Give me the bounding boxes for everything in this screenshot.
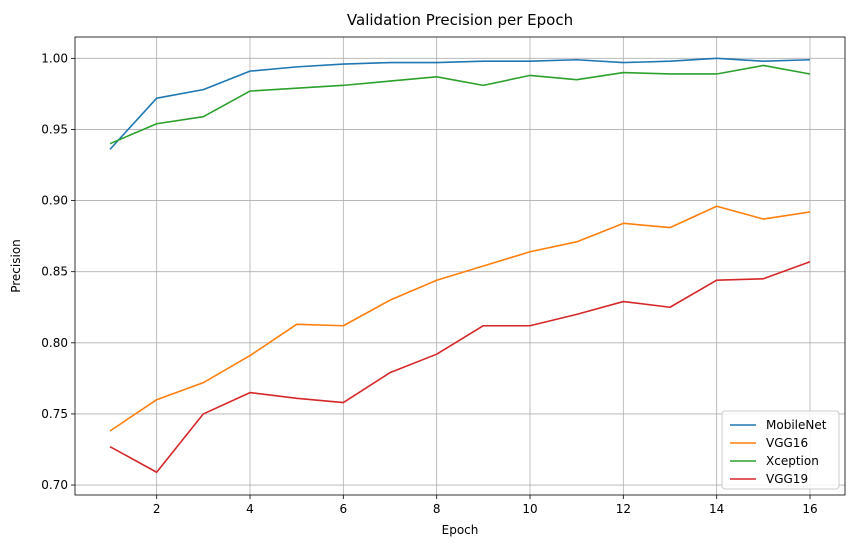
- x-tick-label: 10: [522, 502, 537, 516]
- x-axis-label: Epoch: [442, 523, 479, 537]
- x-tick-label: 2: [153, 502, 161, 516]
- chart-title: Validation Precision per Epoch: [347, 11, 573, 29]
- legend-label-xception: Xception: [766, 454, 819, 468]
- axis-ticks: 2 4 6 8 10 12 14 16 0.70 0.75 0.80 0.85 0.90 0.95 1.00: [41, 51, 817, 516]
- plot-frame: [74, 36, 846, 496]
- y-tick-label: 0.95: [41, 122, 68, 136]
- x-tick-label: 8: [433, 502, 441, 516]
- x-tick-label: 14: [709, 502, 724, 516]
- legend-label-vgg16: VGG16: [766, 436, 808, 450]
- series-layer: [109, 57, 811, 474]
- x-tick-label: 12: [616, 502, 631, 516]
- y-tick-label: 0.70: [41, 478, 68, 492]
- grid-lines: [75, 37, 845, 495]
- y-tick-label: 0.80: [41, 336, 68, 350]
- legend-box: [721, 410, 840, 490]
- legend: MobileNet VGG16 Xception VGG19: [721, 410, 840, 490]
- series-line-vgg19: [109, 260, 811, 474]
- y-tick-label: 0.85: [41, 265, 68, 279]
- legend-label-vgg19: VGG19: [766, 472, 808, 486]
- y-tick-label: 1.00: [41, 51, 68, 65]
- series-line-vgg16: [109, 205, 811, 432]
- series-line-mobilenet: [109, 57, 811, 150]
- x-tick-label: 16: [802, 502, 817, 516]
- x-tick-label: 6: [340, 502, 348, 516]
- series-line-xception: [109, 64, 811, 145]
- y-axis-label: Precision: [9, 239, 23, 293]
- y-tick-label: 0.90: [41, 194, 68, 208]
- legend-label-mobilenet: MobileNet: [766, 418, 827, 432]
- y-tick-label: 0.75: [41, 407, 68, 421]
- x-tick-label: 4: [246, 502, 254, 516]
